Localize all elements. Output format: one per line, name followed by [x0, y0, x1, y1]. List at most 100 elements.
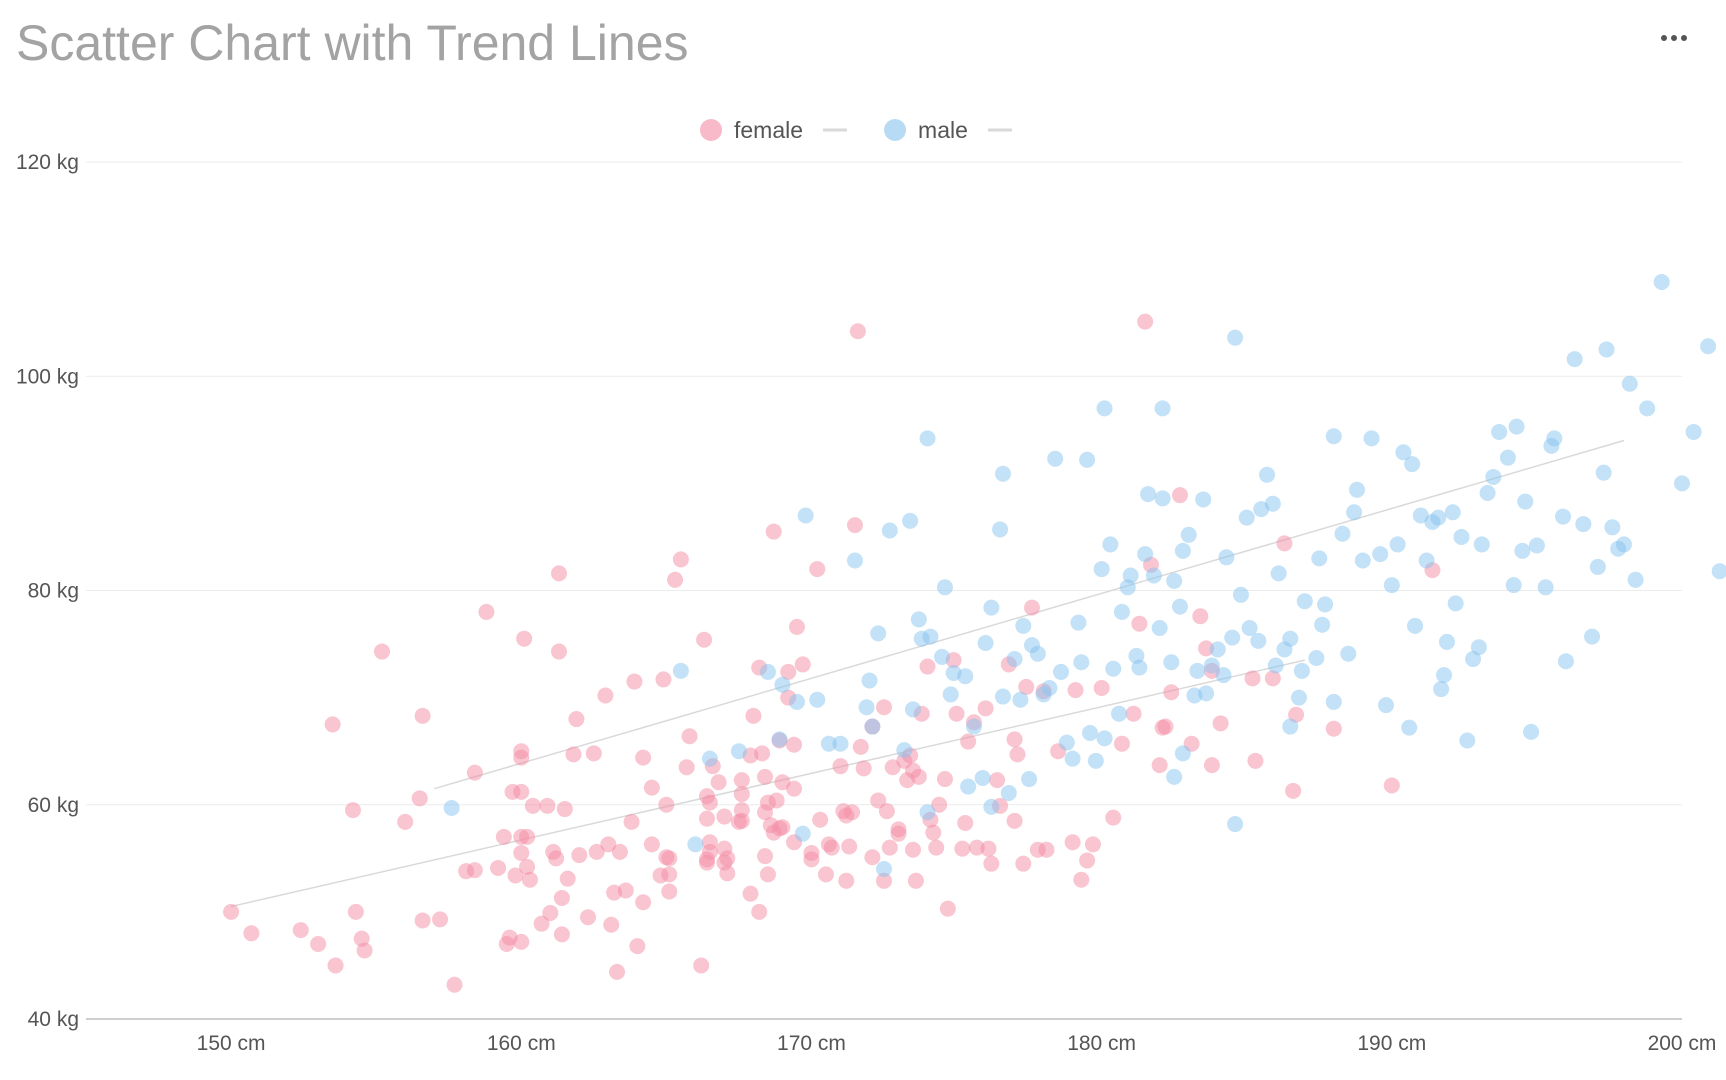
- male-point[interactable]: [1589, 558, 1606, 575]
- female-point[interactable]: [838, 872, 855, 889]
- female-point[interactable]: [635, 749, 652, 766]
- male-point[interactable]: [1528, 537, 1545, 554]
- female-point[interactable]: [823, 839, 840, 856]
- female-point[interactable]: [292, 922, 309, 939]
- female-point[interactable]: [754, 745, 771, 762]
- male-point[interactable]: [1137, 546, 1154, 563]
- male-point[interactable]: [864, 718, 881, 735]
- male-point[interactable]: [1070, 614, 1087, 631]
- male-point[interactable]: [1174, 745, 1191, 762]
- female-point[interactable]: [907, 872, 924, 889]
- female-point[interactable]: [803, 851, 820, 868]
- male-point[interactable]: [1174, 542, 1191, 559]
- female-point[interactable]: [1023, 599, 1040, 616]
- male-point[interactable]: [919, 430, 936, 447]
- female-point[interactable]: [1171, 487, 1188, 504]
- female-point[interactable]: [513, 749, 530, 766]
- male-point[interactable]: [965, 718, 982, 735]
- male-point[interactable]: [1523, 723, 1540, 740]
- female-point[interactable]: [1084, 836, 1101, 853]
- male-point[interactable]: [1700, 338, 1717, 355]
- male-point[interactable]: [922, 628, 939, 645]
- male-point[interactable]: [905, 701, 922, 718]
- female-point[interactable]: [693, 957, 710, 974]
- female-point[interactable]: [513, 783, 530, 800]
- male-point[interactable]: [1047, 450, 1064, 467]
- female-point[interactable]: [855, 760, 872, 777]
- female-point[interactable]: [733, 802, 750, 819]
- female-point[interactable]: [661, 866, 678, 883]
- male-point[interactable]: [881, 522, 898, 539]
- female-point[interactable]: [841, 838, 858, 855]
- male-point[interactable]: [1195, 491, 1212, 508]
- female-point[interactable]: [780, 663, 797, 680]
- male-point[interactable]: [983, 599, 1000, 616]
- male-point[interactable]: [1546, 430, 1563, 447]
- male-point[interactable]: [1105, 660, 1122, 677]
- female-point[interactable]: [556, 801, 573, 818]
- female-point[interactable]: [1247, 752, 1264, 769]
- female-point[interactable]: [968, 839, 985, 856]
- male-point[interactable]: [1087, 752, 1104, 769]
- male-point[interactable]: [942, 686, 959, 703]
- male-point[interactable]: [1639, 400, 1656, 417]
- male-point[interactable]: [1401, 719, 1418, 736]
- female-point[interactable]: [751, 903, 768, 920]
- male-point[interactable]: [443, 799, 460, 816]
- chart-menu-button[interactable]: [1652, 16, 1696, 60]
- female-point[interactable]: [1137, 313, 1154, 330]
- male-point[interactable]: [1151, 619, 1168, 636]
- male-point[interactable]: [1604, 519, 1621, 536]
- female-point[interactable]: [1131, 615, 1148, 632]
- male-point[interactable]: [1227, 816, 1244, 833]
- female-point[interactable]: [1212, 715, 1229, 732]
- male-point[interactable]: [1166, 768, 1183, 785]
- female-point[interactable]: [765, 523, 782, 540]
- female-point[interactable]: [870, 792, 887, 809]
- female-point[interactable]: [585, 745, 602, 762]
- male-point[interactable]: [1325, 693, 1342, 710]
- female-point[interactable]: [788, 618, 805, 635]
- male-point[interactable]: [1073, 654, 1090, 671]
- female-point[interactable]: [658, 796, 675, 813]
- female-point[interactable]: [519, 828, 536, 845]
- female-point[interactable]: [681, 728, 698, 745]
- male-point[interactable]: [1508, 418, 1525, 435]
- female-point[interactable]: [759, 866, 776, 883]
- female-point[interactable]: [733, 772, 750, 789]
- male-point[interactable]: [858, 699, 875, 716]
- male-point[interactable]: [1209, 641, 1226, 658]
- female-point[interactable]: [980, 840, 997, 857]
- male-point[interactable]: [1154, 400, 1171, 417]
- female-point[interactable]: [812, 811, 829, 828]
- female-point[interactable]: [495, 828, 512, 845]
- male-point[interactable]: [1615, 536, 1632, 553]
- female-point[interactable]: [1079, 852, 1096, 869]
- male-point[interactable]: [701, 750, 718, 767]
- female-point[interactable]: [553, 926, 570, 943]
- male-point[interactable]: [1334, 525, 1351, 542]
- male-point[interactable]: [1015, 617, 1032, 634]
- male-point[interactable]: [919, 804, 936, 821]
- female-point[interactable]: [617, 882, 634, 899]
- female-point[interactable]: [1125, 705, 1142, 722]
- male-point[interactable]: [832, 735, 849, 752]
- female-point[interactable]: [548, 850, 565, 867]
- female-point[interactable]: [1276, 535, 1293, 552]
- male-point[interactable]: [1053, 663, 1070, 680]
- female-point[interactable]: [655, 671, 672, 688]
- female-point[interactable]: [603, 916, 620, 933]
- male-point[interactable]: [771, 731, 788, 748]
- female-point[interactable]: [989, 772, 1006, 789]
- female-point[interactable]: [519, 858, 536, 875]
- male-point[interactable]: [1171, 598, 1188, 615]
- male-point[interactable]: [994, 465, 1011, 482]
- female-point[interactable]: [757, 848, 774, 865]
- male-point[interactable]: [1621, 375, 1638, 392]
- female-point[interactable]: [1163, 684, 1180, 701]
- female-point[interactable]: [661, 850, 678, 867]
- female-point[interactable]: [550, 565, 567, 582]
- female-point[interactable]: [890, 825, 907, 842]
- female-point[interactable]: [1038, 841, 1055, 858]
- female-point[interactable]: [446, 976, 463, 993]
